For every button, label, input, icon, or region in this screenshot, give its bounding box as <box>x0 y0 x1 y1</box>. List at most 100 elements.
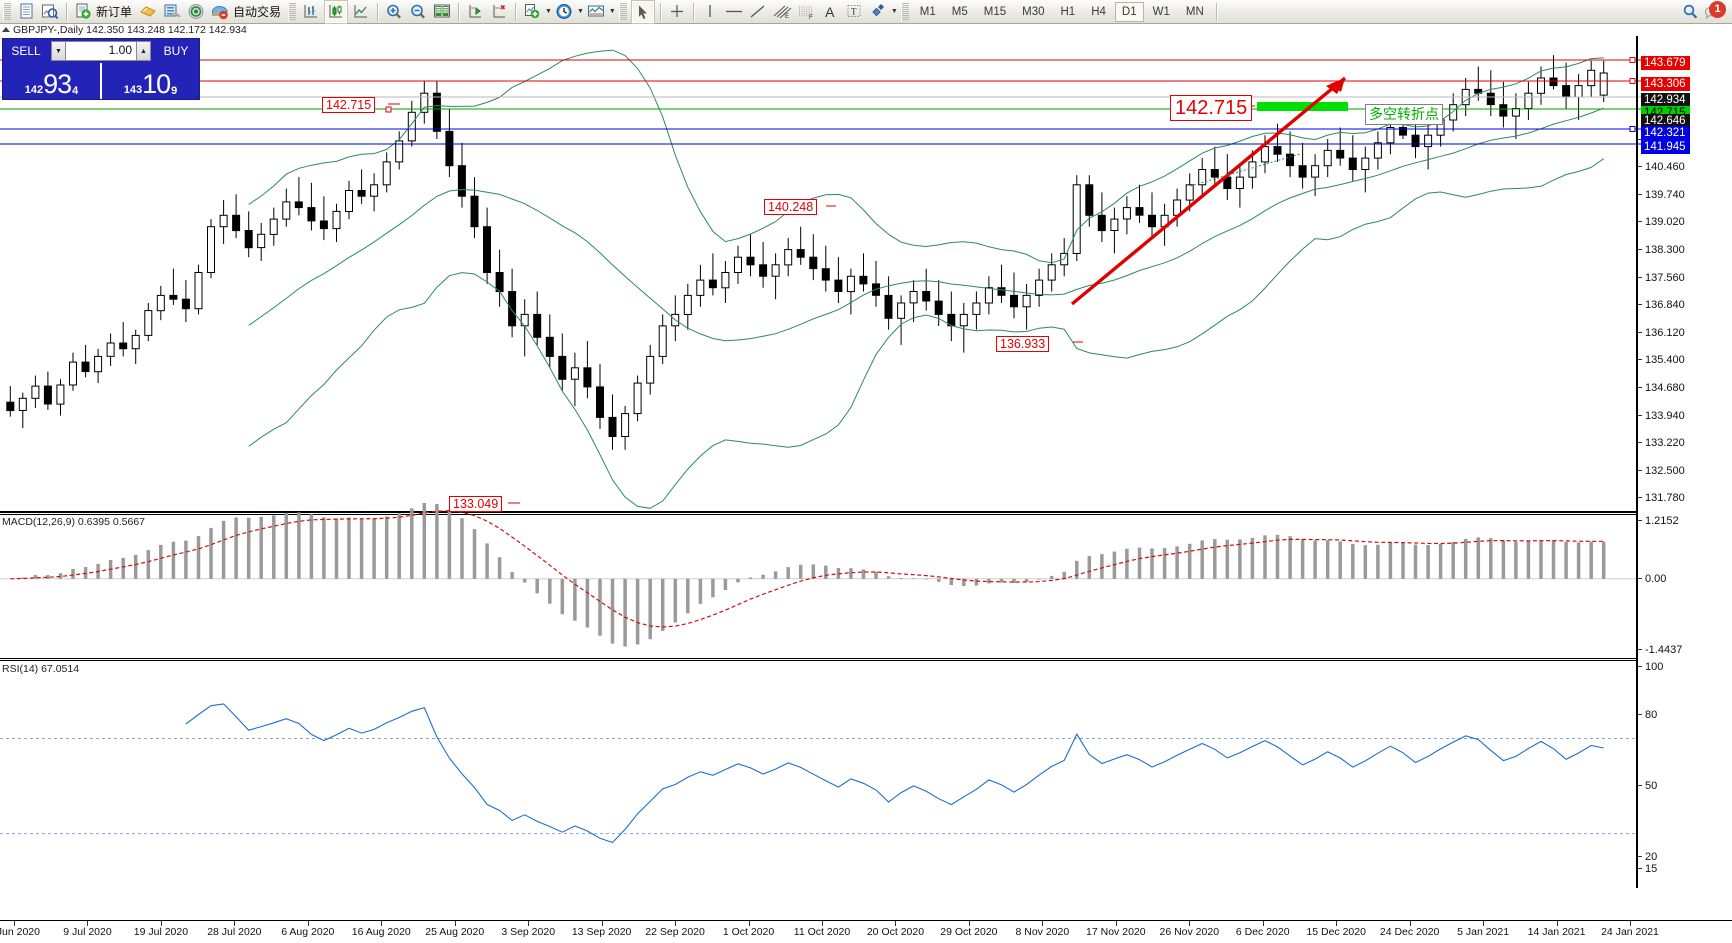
buy-button[interactable]: BUY <box>163 44 189 58</box>
price-label-142934[interactable]: 142.934 <box>1641 93 1690 107</box>
timeframe-m15[interactable]: M15 <box>983 5 1007 18</box>
line-chart-icon[interactable] <box>350 1 372 23</box>
one-click-trading-panel[interactable]: SELL ▼ 1.00 ▲ BUY 142 93 4 143 10 9 <box>2 38 200 100</box>
price-tick: 139.020 <box>1638 216 1685 228</box>
signals-icon[interactable] <box>185 1 207 23</box>
callout-136933[interactable]: 136.933 <box>996 336 1050 352</box>
expert-advisors-icon[interactable] <box>137 1 159 23</box>
chart-canvas[interactable]: MACD(12,26,9) 0.6395 0.5667 RSI(14) 67.0… <box>0 36 1732 920</box>
sell-price[interactable]: 142 93 4 <box>3 63 102 99</box>
svg-text:E: E <box>785 14 789 20</box>
auto-trading-icon[interactable] <box>209 1 231 23</box>
rsi-series <box>0 703 1636 844</box>
price-label-143679[interactable]: 143.679 <box>1641 56 1690 70</box>
horizontal-line-icon[interactable] <box>723 1 745 23</box>
callout-142715-right[interactable]: 142.715 <box>1170 95 1253 121</box>
shapes-icon[interactable] <box>867 1 889 23</box>
text-icon[interactable]: A <box>825 3 835 20</box>
bar-chart-icon[interactable] <box>300 1 322 23</box>
notifications-icon[interactable]: 1 <box>1703 0 1726 23</box>
templates-icon[interactable] <box>585 1 607 23</box>
shapes-chevron-down-icon[interactable]: ▼ <box>890 8 898 15</box>
price-label-141945[interactable]: 141.945 <box>1641 140 1690 154</box>
timeframe-w1[interactable]: W1 <box>1152 5 1170 18</box>
note-cn[interactable]: 多空转折点 <box>1365 104 1443 125</box>
time-label: 25 Aug 2020 <box>425 926 485 938</box>
data-window-icon[interactable] <box>161 1 183 23</box>
callout-142715-left[interactable]: 142.715 <box>322 97 376 113</box>
buy-price-int: 143 <box>123 84 143 96</box>
volume-input[interactable]: 1.00 <box>66 41 136 61</box>
callout-140248[interactable]: 140.248 <box>764 199 818 215</box>
time-tick <box>1189 921 1191 926</box>
vertical-line-icon[interactable] <box>699 1 721 23</box>
time-tick <box>1042 921 1044 926</box>
trade-panel-top-row: SELL ▼ 1.00 ▲ BUY <box>3 39 199 63</box>
indicators-chevron-down-icon[interactable]: ▼ <box>545 8 552 15</box>
time-label: 13 Sep 2020 <box>571 926 632 938</box>
data-grid-icon[interactable] <box>431 1 453 23</box>
timeframe-h4[interactable]: H4 <box>1091 5 1106 18</box>
timeframe-mn[interactable]: MN <box>1185 5 1204 18</box>
timeframe-m5[interactable]: M5 <box>951 5 968 18</box>
toolbar-grip-3[interactable] <box>618 2 627 21</box>
timeframe-m1[interactable]: M1 <box>919 5 936 18</box>
macd-scale-tick: -1.4437 <box>1638 644 1682 656</box>
trendline-icon[interactable] <box>747 1 769 23</box>
price-label-142646[interactable]: 142.646 <box>1641 114 1690 128</box>
new-order-icon[interactable] <box>72 1 94 23</box>
zoom-out-icon[interactable] <box>407 1 429 23</box>
price-tick: 137.560 <box>1638 272 1685 284</box>
auto-scroll-icon[interactable] <box>464 1 486 23</box>
time-label: 0 Jun 2020 <box>0 926 40 938</box>
highlight-zone-rectangle[interactable] <box>1257 102 1348 111</box>
time-axis[interactable]: 0 Jun 2020 9 Jul 2020 19 Jul 2020 28 Jul 20… <box>0 920 1732 943</box>
timeframe-h1[interactable]: H1 <box>1060 5 1076 18</box>
notification-badge[interactable]: 1 <box>1709 0 1726 18</box>
volume-stepper[interactable]: ▼ 1.00 ▲ <box>51 41 151 61</box>
callout-133049[interactable]: 133.049 <box>449 496 503 512</box>
price-label-143306[interactable]: 143.306 <box>1641 77 1690 91</box>
candlestick-chart-icon[interactable] <box>324 0 349 24</box>
toolbar-separator-3 <box>377 2 379 21</box>
new-order-label[interactable]: 新订单 <box>96 4 133 19</box>
indicators-icon[interactable] <box>521 1 543 23</box>
chart-inspect-icon[interactable] <box>39 1 61 23</box>
time-tick <box>748 921 750 926</box>
toolbar-separator-5 <box>515 2 517 21</box>
crosshair-icon[interactable] <box>666 1 688 23</box>
macd-pane[interactable] <box>0 503 1636 659</box>
chart-shift-icon[interactable] <box>488 1 510 23</box>
buy-price[interactable]: 143 10 9 <box>102 63 199 99</box>
time-tick <box>1483 921 1485 926</box>
price-scale[interactable]: 141.180140.460139.740139.020138.300137.5… <box>1638 36 1732 888</box>
toolbar-grip-4[interactable] <box>900 2 909 21</box>
toolbar-grip-2[interactable] <box>288 2 297 21</box>
toolbar-separator-7 <box>692 2 694 21</box>
templates-chevron-down-icon[interactable]: ▼ <box>608 8 616 15</box>
sell-button[interactable]: SELL <box>11 44 41 58</box>
price-label-142321[interactable]: 142.321 <box>1641 126 1690 140</box>
price-tick: 139.740 <box>1638 189 1685 201</box>
equidistant-channel-icon[interactable]: E <box>771 1 793 23</box>
auto-trading-label[interactable]: 自动交易 <box>233 4 282 19</box>
toolbar-grip[interactable] <box>3 2 11 21</box>
volume-increase-button[interactable]: ▲ <box>136 41 151 61</box>
timeframe-m30[interactable]: M30 <box>1022 5 1045 18</box>
volume-decrease-button[interactable]: ▼ <box>51 41 66 61</box>
macd-scale-tick: 1.2152 <box>1638 515 1679 527</box>
time-tick <box>1556 921 1558 926</box>
new-chart-icon[interactable] <box>15 1 37 23</box>
toolbar-separator-6 <box>659 2 661 21</box>
text-label-icon[interactable]: T <box>843 1 865 23</box>
cursor-icon[interactable] <box>630 0 655 24</box>
search-icon[interactable] <box>1679 1 1701 23</box>
timeframe-d1[interactable]: D1 <box>1114 1 1144 22</box>
time-tick <box>822 921 823 926</box>
rsi-pane[interactable] <box>0 660 1636 888</box>
periods-chevron-down-icon[interactable]: ▼ <box>576 8 584 15</box>
periods-icon[interactable] <box>553 1 575 23</box>
zoom-in-icon[interactable] <box>383 1 405 23</box>
fibonacci-icon[interactable]: F <box>795 1 817 23</box>
time-tick <box>307 921 309 926</box>
